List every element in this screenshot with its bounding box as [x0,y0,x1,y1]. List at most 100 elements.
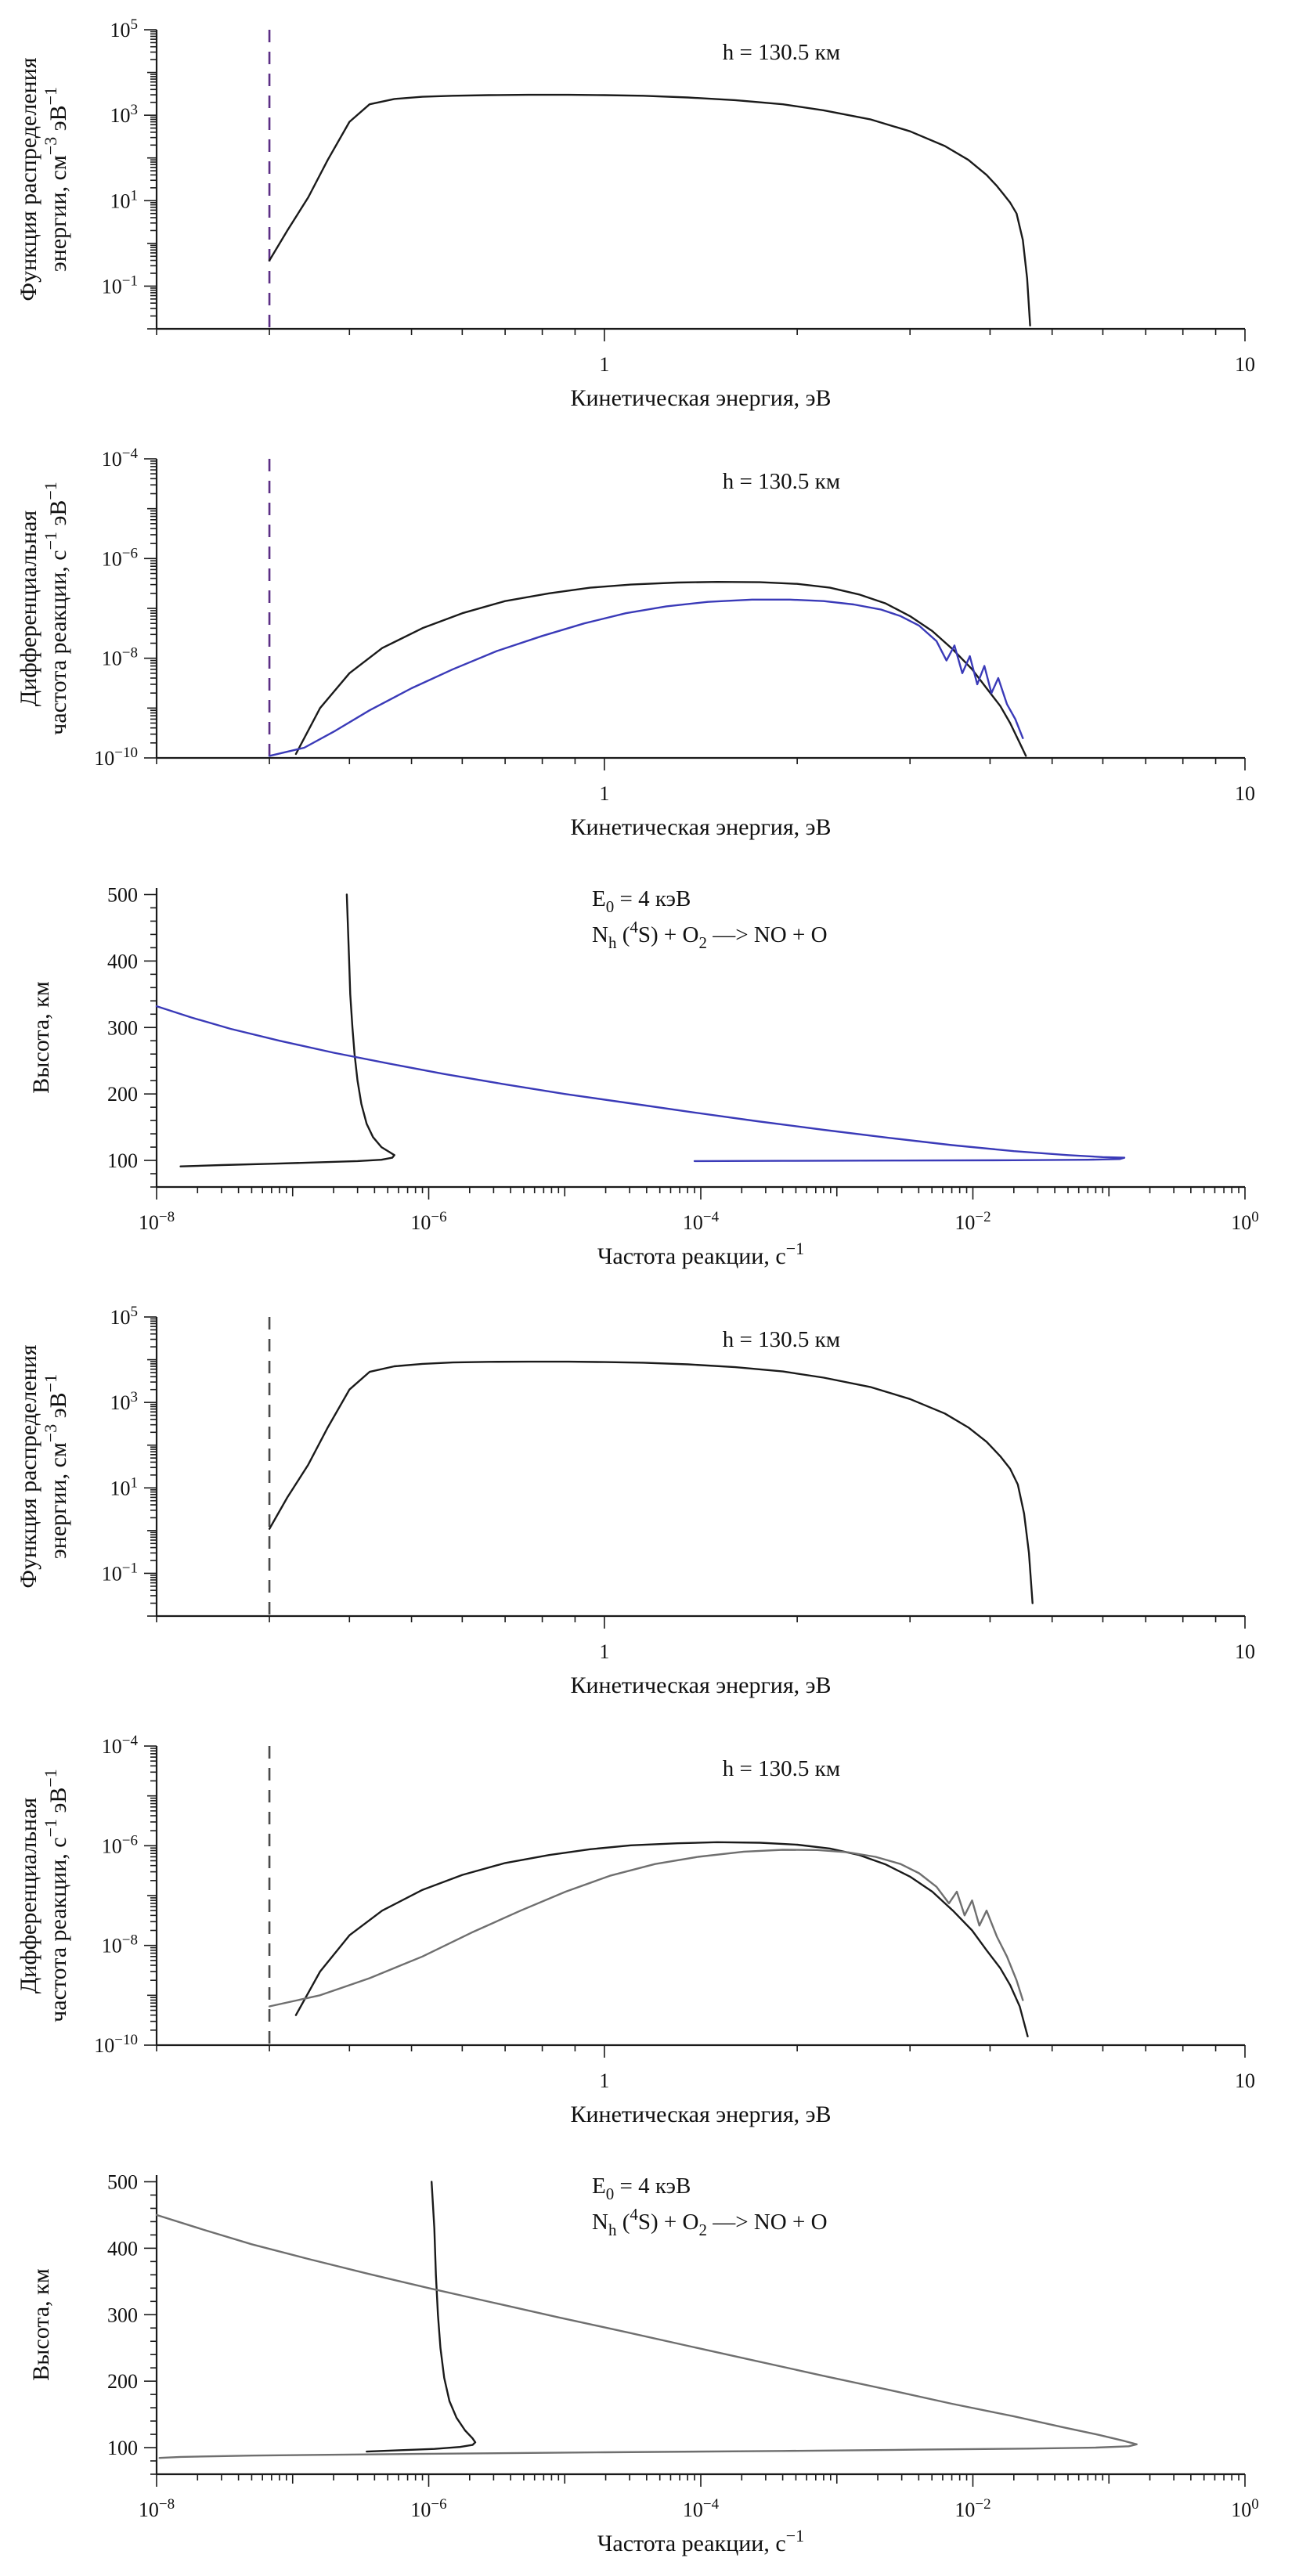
series-altitude-profile-black [179,893,395,1167]
annotation-1: E0 = 4 кэВ [592,886,691,916]
series-diff-rate-blue [268,598,1024,757]
tick-labels: 10−1 101 103 105 1 10 [102,1304,1255,1663]
svg-text:10−10: 10−10 [94,2032,138,2057]
svg-text:10−6: 10−6 [102,1832,138,1857]
svg-text:100: 100 [1231,2496,1259,2521]
svg-text:10−4: 10−4 [683,1209,720,1234]
axes [144,1745,1246,2058]
axes [144,888,1246,1200]
x-axis-title: Кинетическая энергия, эВ [570,814,831,840]
tick-labels: 100 200 300 400 500 10−8 10−6 10−4 10−2 100 [107,883,1259,1234]
annotation-2: Nh (4S) + O2 —> NO + O [592,918,828,952]
svg-text:10: 10 [1235,353,1255,376]
svg-text:10−8: 10−8 [139,2496,175,2521]
chart-panel-6: 100 200 300 400 500 10−8 10−6 10−4 10−2 100 Частот… [0,2145,1299,2574]
series-diff-rate-black [294,581,1027,757]
svg-text:103: 103 [110,1389,139,1414]
series [268,1360,1034,1604]
tick-labels: 10−4 10−6 10−8 10−10 1 10 [94,1733,1255,2092]
series-distribution-function-black [268,93,1031,327]
svg-text:10−4: 10−4 [683,2496,720,2521]
annotation-2: Nh (4S) + O2 —> NO + O [592,2205,828,2239]
svg-text:103: 103 [110,102,139,127]
y-axis-title-line: энергии, см−3 эВ−1 [41,1374,71,1559]
x-axis-title: Кинетическая энергия, эВ [570,385,831,411]
chart-panel-3: 100 200 300 400 500 10−8 10−6 10−4 10−2 100 Частот… [0,858,1299,1287]
y-axis-title-line: Дифференциальная [16,1798,41,1994]
svg-text:200: 200 [107,2370,138,2393]
chart-panel-4: 10−1 101 103 105 1 10 Кинетическая энергия, эВ… [0,1287,1299,1716]
svg-text:1: 1 [599,353,609,376]
series-diff-rate-gray [268,1849,1024,2008]
svg-text:100: 100 [107,2437,138,2459]
svg-text:10−6: 10−6 [102,545,138,570]
series-altitude-profile-blue [155,1005,1126,1163]
chart-svg-5: 10−4 10−6 10−8 10−10 1 10 Кинетическая энергия… [16,1733,1255,2127]
annotation-1: h = 130.5 км [723,469,840,494]
chart-panel-2: 10−4 10−6 10−8 10−10 1 10 Кинетическая энергия… [0,429,1299,858]
svg-text:10−4: 10−4 [102,1733,139,1758]
y-axis-title-line: Высота, км [28,981,54,1093]
series [268,93,1031,327]
axes [144,458,1246,770]
svg-text:300: 300 [107,1016,138,1039]
svg-text:500: 500 [107,883,138,906]
svg-text:1: 1 [599,2069,609,2092]
chart-panel-1: 10−1 101 103 105 1 10 Кинетическая энергия, эВ… [0,0,1299,429]
svg-text:200: 200 [107,1083,138,1106]
svg-text:100: 100 [107,1149,138,1172]
svg-text:101: 101 [110,1474,139,1499]
svg-text:10−8: 10−8 [102,1932,138,1957]
svg-text:10−1: 10−1 [102,1560,138,1585]
y-axis-title-line: энергии, см−3 эВ−1 [41,87,71,272]
svg-text:10−1: 10−1 [102,272,138,298]
svg-text:400: 400 [107,2237,138,2260]
chart-svg-1: 10−1 101 103 105 1 10 Кинетическая энергия, эВ… [16,16,1255,411]
series [155,2181,1138,2459]
annotation-1: h = 130.5 км [723,40,840,65]
y-axis-title-line: Функция распределения [16,1344,41,1588]
x-axis-title: Частота реакции, с−1 [597,2526,804,2556]
series-altitude-profile-black [366,2181,477,2453]
y-axis-title-line: Функция распределения [16,57,41,301]
svg-text:1: 1 [599,782,609,805]
series-altitude-profile-gray [155,2213,1138,2459]
svg-text:100: 100 [1231,1209,1259,1234]
x-axis-title: Кинетическая энергия, эВ [570,2102,831,2127]
axes [144,29,1246,341]
svg-text:105: 105 [110,16,139,41]
svg-text:105: 105 [110,1304,139,1329]
svg-text:10: 10 [1235,2069,1255,2092]
chart-svg-3: 100 200 300 400 500 10−8 10−6 10−4 10−2 100 Частот… [28,883,1259,1269]
axes [144,1316,1246,1629]
y-axis-title-line: Высота, км [28,2268,54,2380]
svg-text:10−10: 10−10 [94,745,138,770]
tick-labels: 10−1 101 103 105 1 10 [102,16,1255,376]
series [155,893,1126,1167]
y-axis-title-line: частота реакции, с−1 эВ−1 [41,482,71,735]
chart-panel-5: 10−4 10−6 10−8 10−10 1 10 Кинетическая энергия… [0,1716,1299,2145]
svg-text:10: 10 [1235,1640,1255,1663]
x-axis-title: Кинетическая энергия, эВ [570,1672,831,1698]
svg-text:10−6: 10−6 [410,1209,446,1234]
svg-text:500: 500 [107,2170,138,2193]
tick-labels: 100 200 300 400 500 10−8 10−6 10−4 10−2 100 [107,2170,1259,2521]
x-axis-title: Частота реакции, с−1 [597,1239,804,1269]
y-axis-title-line: Дифференциальная [16,511,41,707]
series [268,1841,1029,2037]
svg-text:300: 300 [107,2304,138,2326]
annotation-1: h = 130.5 км [723,1327,840,1352]
svg-text:10−8: 10−8 [139,1209,175,1234]
svg-text:10: 10 [1235,782,1255,805]
svg-text:1: 1 [599,1640,609,1663]
series-distribution-function-black [268,1360,1034,1604]
svg-text:10−2: 10−2 [954,1209,990,1234]
svg-text:400: 400 [107,950,138,972]
svg-text:10−6: 10−6 [410,2496,446,2521]
annotation-1: h = 130.5 км [723,1756,840,1781]
svg-text:10−8: 10−8 [102,645,138,670]
series [268,581,1027,757]
chart-svg-2: 10−4 10−6 10−8 10−10 1 10 Кинетическая энергия… [16,446,1255,840]
svg-text:10−2: 10−2 [954,2496,990,2521]
y-axis-title-line: частота реакции, с−1 эВ−1 [41,1769,71,2022]
